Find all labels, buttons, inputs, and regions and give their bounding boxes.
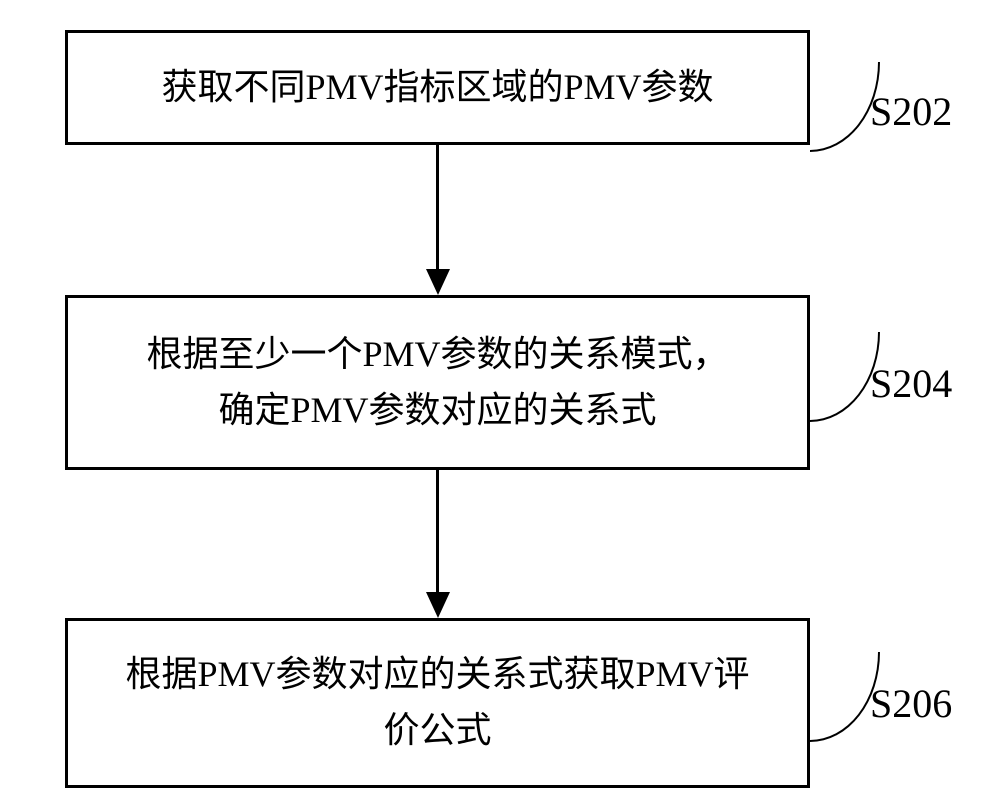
- flowchart-canvas: 获取不同PMV指标区域的PMV参数 S202 根据至少一个PMV参数的关系模式，…: [0, 0, 1000, 811]
- arrow-head-2: [426, 592, 450, 618]
- arrow-head-1: [426, 269, 450, 295]
- arrow-line-2: [436, 470, 439, 592]
- flow-step-s202: 获取不同PMV指标区域的PMV参数: [65, 30, 810, 145]
- flow-step-text: 根据PMV参数对应的关系式获取PMV评 价公式: [125, 647, 749, 759]
- flow-step-s204: 根据至少一个PMV参数的关系模式， 确定PMV参数对应的关系式: [65, 295, 810, 470]
- flow-step-text: 获取不同PMV指标区域的PMV参数: [161, 60, 713, 116]
- step-label-s204: S204: [870, 360, 952, 407]
- step-label-s202: S202: [870, 88, 952, 135]
- flow-step-text: 根据至少一个PMV参数的关系模式， 确定PMV参数对应的关系式: [146, 327, 728, 439]
- arrow-line-1: [436, 145, 439, 269]
- flow-step-s206: 根据PMV参数对应的关系式获取PMV评 价公式: [65, 618, 810, 788]
- step-label-s206: S206: [870, 680, 952, 727]
